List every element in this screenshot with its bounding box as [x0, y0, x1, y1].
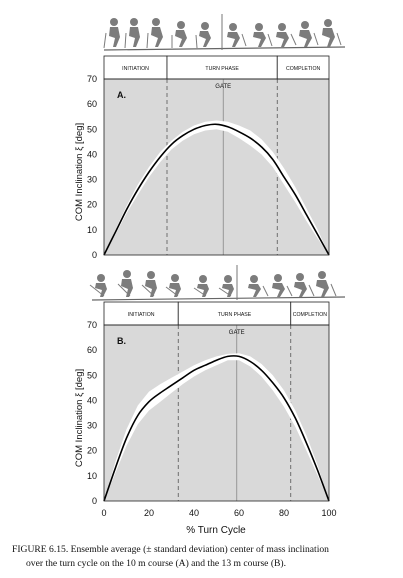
skier-figure-b5	[193, 275, 209, 297]
phase-bar-a: INITIATION TURN PHASE COMPLETION	[103, 55, 330, 80]
caption-line-2: over the turn cycle on the 10 m course (…	[26, 558, 287, 569]
plot-background-a	[104, 79, 329, 255]
skier-figure-b8	[272, 274, 293, 297]
y-tick-label-b-2: 20	[87, 446, 97, 456]
skier-figure-b6	[218, 275, 234, 297]
skier-figure-b1	[89, 274, 107, 297]
skier-figure-a4	[171, 21, 187, 48]
y-tick-a-3: 30	[87, 175, 97, 185]
y-tick-label-a-7: 70	[87, 74, 97, 84]
mean-line-b	[103, 355, 330, 502]
y-tick-label-a-2: 20	[87, 200, 97, 210]
gate-label-a: GATE	[215, 84, 231, 90]
skier-strip-b	[89, 265, 346, 301]
phase-bar-b: INITIATION TURN PHASE COMPLETION	[103, 301, 330, 326]
y-ticks-b: 0 10 20 30 40 50 60 70	[87, 320, 97, 506]
skier-figure-b2	[117, 270, 133, 297]
skier-figure-a6	[227, 23, 247, 47]
y-tick-label-b-3: 30	[87, 421, 97, 431]
skier-figure-a2	[124, 18, 140, 49]
mean-line-a	[103, 123, 330, 256]
y-tick-b-3: 30	[87, 421, 97, 431]
y-tick-label-b-5: 50	[87, 370, 97, 380]
gate-label-b: GATE	[229, 330, 245, 336]
y-tick-b-1: 10	[87, 471, 97, 481]
y-tick-label-a-6: 60	[87, 99, 97, 109]
x-tick-label-b-4: 80	[279, 508, 289, 518]
skier-figure-a7	[253, 23, 273, 47]
skier-figure-b10	[316, 271, 337, 297]
skier-figure-b9	[294, 273, 315, 297]
x-tick-label-b-2: 40	[189, 508, 199, 518]
x-tick-label-b-1: 20	[144, 508, 154, 518]
chart-panel-b: INITIATION TURN PHASE COMPLETION GATE B.…	[74, 301, 337, 536]
skier-figure-b3	[141, 271, 157, 297]
panel-label-b: B.	[117, 336, 126, 346]
y-tick-b-7: 70	[87, 320, 97, 330]
y-tick-a-0: 0	[92, 250, 97, 260]
caption-line-1: FIGURE 6.15. Ensemble average (± standar…	[12, 544, 329, 555]
x-tick-label-b-0: 0	[101, 508, 106, 518]
phase-label-a-turn: TURN PHASE	[205, 66, 239, 72]
y-tick-a-6: 60	[87, 99, 97, 109]
y-tick-label-a-5: 50	[87, 124, 97, 134]
skier-figure-b4	[165, 274, 181, 297]
phase-label-a-completion: COMPLETION	[286, 66, 321, 72]
skier-figure-b7	[248, 275, 269, 297]
y-tick-label-b-4: 40	[87, 395, 97, 405]
x-tick-b-0: 0	[101, 508, 106, 518]
x-tick-b-1: 20	[144, 508, 154, 518]
x-tick-label-b-5: 100	[321, 508, 336, 518]
phase-label-b-turn: TURN PHASE	[218, 312, 252, 318]
y-tick-label-a-3: 30	[87, 175, 97, 185]
y-tick-label-a-0: 0	[92, 250, 97, 260]
x-tick-label-b-3: 60	[234, 508, 244, 518]
sd-band-a	[104, 120, 329, 255]
phase-label-b-completion: COMPLETION	[293, 312, 328, 318]
y-tick-b-5: 50	[87, 370, 97, 380]
x-ticks-b: 0 20 40 60 80 100	[101, 508, 336, 518]
phase-label-a-initiation: INITIATION	[122, 66, 149, 72]
y-tick-b-2: 20	[87, 446, 97, 456]
y-tick-a-7: 70	[87, 74, 97, 84]
phase-label-b-initiation: INITIATION	[128, 312, 155, 318]
y-tick-a-4: 40	[87, 149, 97, 159]
y-axis-label-a: COM Inclination ξ [deg]	[74, 123, 85, 221]
y-tick-b-4: 40	[87, 395, 97, 405]
skier-figure-a3	[146, 18, 163, 49]
skier-figure-a1	[103, 18, 120, 49]
figure-caption: FIGURE 6.15. Ensemble average (± standar…	[12, 543, 400, 571]
plot-frame-b	[103, 324, 330, 502]
x-tick-b-2: 40	[189, 508, 199, 518]
x-axis-label: % Turn Cycle	[186, 525, 246, 536]
y-tick-label-b-0: 0	[92, 496, 97, 506]
x-tick-b-3: 60	[234, 508, 244, 518]
y-tick-label-a-1: 10	[87, 225, 97, 235]
y-axis-label-b: COM Inclination ξ [deg]	[74, 369, 85, 467]
y-tick-b-0: 0	[92, 496, 97, 506]
y-ticks-a: 0 10 20 30 40 50 60 70	[87, 74, 97, 260]
panel-label-a: A.	[117, 90, 126, 100]
plot-frame-a	[103, 78, 330, 256]
y-tick-a-2: 20	[87, 200, 97, 210]
y-tick-label-a-4: 40	[87, 149, 97, 159]
y-tick-label-b-1: 10	[87, 471, 97, 481]
x-tick-b-4: 80	[279, 508, 289, 518]
skier-figure-a10	[322, 19, 342, 47]
skier-figure-a8	[276, 23, 297, 47]
skier-strip-a	[103, 14, 346, 51]
y-tick-label-b-7: 70	[87, 320, 97, 330]
x-tick-b-5: 100	[321, 508, 336, 518]
chart-panel-a: INITIATION TURN PHASE COMPLETION GATE A.…	[74, 55, 330, 260]
sd-band-b	[104, 353, 329, 501]
skier-figure-a9	[299, 21, 319, 47]
y-tick-a-5: 50	[87, 124, 97, 134]
ski-slope-line-a	[103, 46, 346, 51]
skier-figure-a5	[195, 22, 211, 49]
y-tick-a-1: 10	[87, 225, 97, 235]
y-tick-b-6: 60	[87, 345, 97, 355]
ski-slope-line-b	[91, 296, 346, 301]
y-tick-label-b-6: 60	[87, 345, 97, 355]
